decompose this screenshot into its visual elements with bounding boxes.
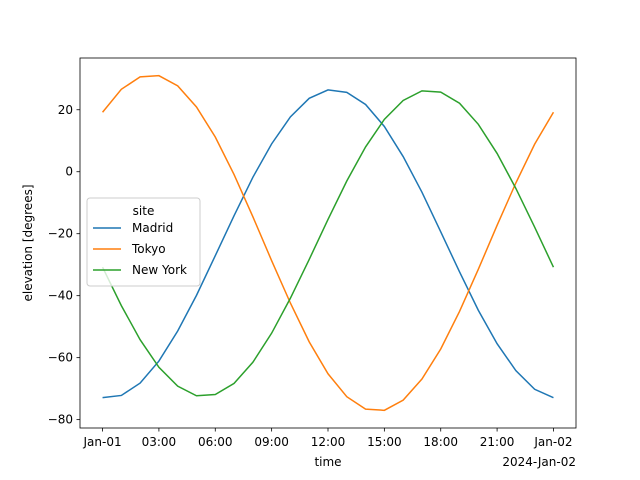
- legend-label: New York: [132, 263, 187, 277]
- x-tick-label: 12:00: [311, 435, 346, 449]
- y-tick-label: 20: [58, 103, 73, 117]
- series-line: [101, 90, 555, 397]
- series-line: [101, 74, 555, 412]
- y-tick-label: −80: [48, 413, 73, 427]
- y-tick-label: −40: [48, 289, 73, 303]
- x-tick-label: 09:00: [254, 435, 289, 449]
- x-tick-label: Jan-02: [533, 435, 572, 449]
- x-offset-label: 2024-Jan-02: [502, 455, 576, 469]
- series-line: [102, 89, 554, 399]
- legend-label: Tokyo: [131, 242, 166, 256]
- plot-frame: [79, 57, 577, 429]
- x-tick-label: 15:00: [367, 435, 402, 449]
- y-axis-label: elevation [degrees]: [21, 184, 35, 301]
- legend-box: [86, 197, 201, 287]
- legend-title: site: [133, 204, 155, 218]
- y-tick-label: −20: [48, 227, 73, 241]
- x-tick-label: Jan-01: [82, 435, 121, 449]
- legend-label: Madrid: [132, 221, 173, 235]
- y-tick-label: 0: [65, 165, 73, 179]
- y-tick-label: −60: [48, 351, 73, 365]
- x-tick-label: 03:00: [142, 435, 177, 449]
- x-tick-label: 06:00: [198, 435, 233, 449]
- x-axis-label: time: [314, 455, 341, 469]
- x-tick-label: 18:00: [423, 435, 458, 449]
- x-tick-label: 21:00: [480, 435, 515, 449]
